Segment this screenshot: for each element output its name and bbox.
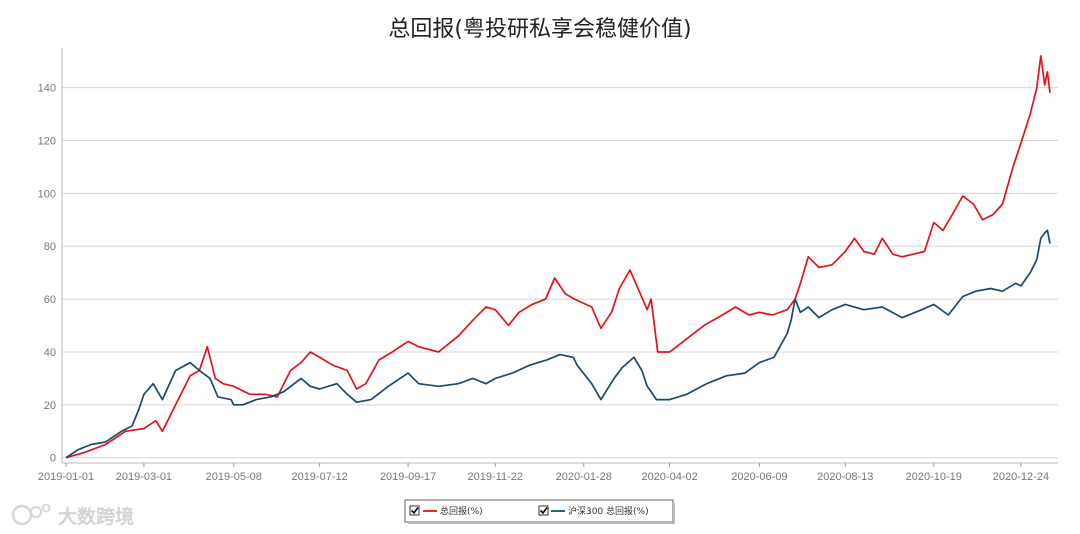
x-tick-label: 2019-01-01 <box>38 471 94 483</box>
x-tick-label: 2020-08-13 <box>817 471 873 483</box>
y-axis: 0 20 40 60 80 100 120 140 <box>38 83 56 465</box>
x-tick-label: 2019-05-08 <box>206 471 262 483</box>
watermark-text: 大数跨境 <box>58 505 134 528</box>
x-tick-label: 2019-09-17 <box>380 471 436 483</box>
legend-item-csi300-return[interactable]: 沪深300 总回报(%) <box>538 505 649 517</box>
x-tick-label: 2019-07-12 <box>291 471 347 483</box>
x-tick-label: 2019-03-01 <box>116 471 172 483</box>
series-line-1 <box>65 229 1051 459</box>
y-tick-label: 100 <box>38 188 56 200</box>
legend-shadow-bottom <box>408 522 675 524</box>
check-icon <box>539 507 548 515</box>
y-tick-label: 60 <box>44 294 56 306</box>
x-tick-label: 2020-06-09 <box>731 471 787 483</box>
check-icon <box>410 507 419 515</box>
legend-label: 沪深300 总回报(%) <box>568 505 649 517</box>
series-line-0 <box>65 55 1051 459</box>
y-tick-label: 140 <box>38 83 56 95</box>
legend-item-total-return[interactable]: 总回报(%) <box>409 505 483 517</box>
y-tick-label: 40 <box>44 347 56 359</box>
y-tick-label: 0 <box>50 453 56 465</box>
watermark-logo-icon <box>30 506 42 518</box>
x-tick-label: 2020-04-02 <box>641 471 697 483</box>
watermark-logo-icon <box>41 503 51 513</box>
legend-shadow <box>673 503 675 524</box>
x-tick-label: 2020-01-28 <box>556 471 612 483</box>
watermark: 大数跨境 <box>11 503 134 528</box>
watermark-logo-icon <box>11 504 33 526</box>
y-tick-label: 120 <box>38 136 56 148</box>
y-tick-label: 20 <box>44 400 56 412</box>
x-tick-label: 2020-10-19 <box>906 471 962 483</box>
x-tick-label: 2019-11-22 <box>468 471 523 483</box>
legend-label: 总回报(%) <box>440 505 483 517</box>
checkbox-icon[interactable] <box>409 505 420 516</box>
plot-area <box>65 55 1051 459</box>
legend[interactable]: 总回报(%) 沪深300 总回报(%) <box>404 499 675 524</box>
x-axis: 2019-01-01 2019-03-01 2019-05-08 2019-07-12… <box>38 463 1049 483</box>
x-tick-label: 2020-12-24 <box>993 471 1049 483</box>
checkbox-icon[interactable] <box>538 505 549 516</box>
y-tick-label: 80 <box>44 241 56 253</box>
gridlines <box>61 48 1058 464</box>
chart-title: 总回报(粤投研私享会稳健价值) <box>388 17 691 42</box>
